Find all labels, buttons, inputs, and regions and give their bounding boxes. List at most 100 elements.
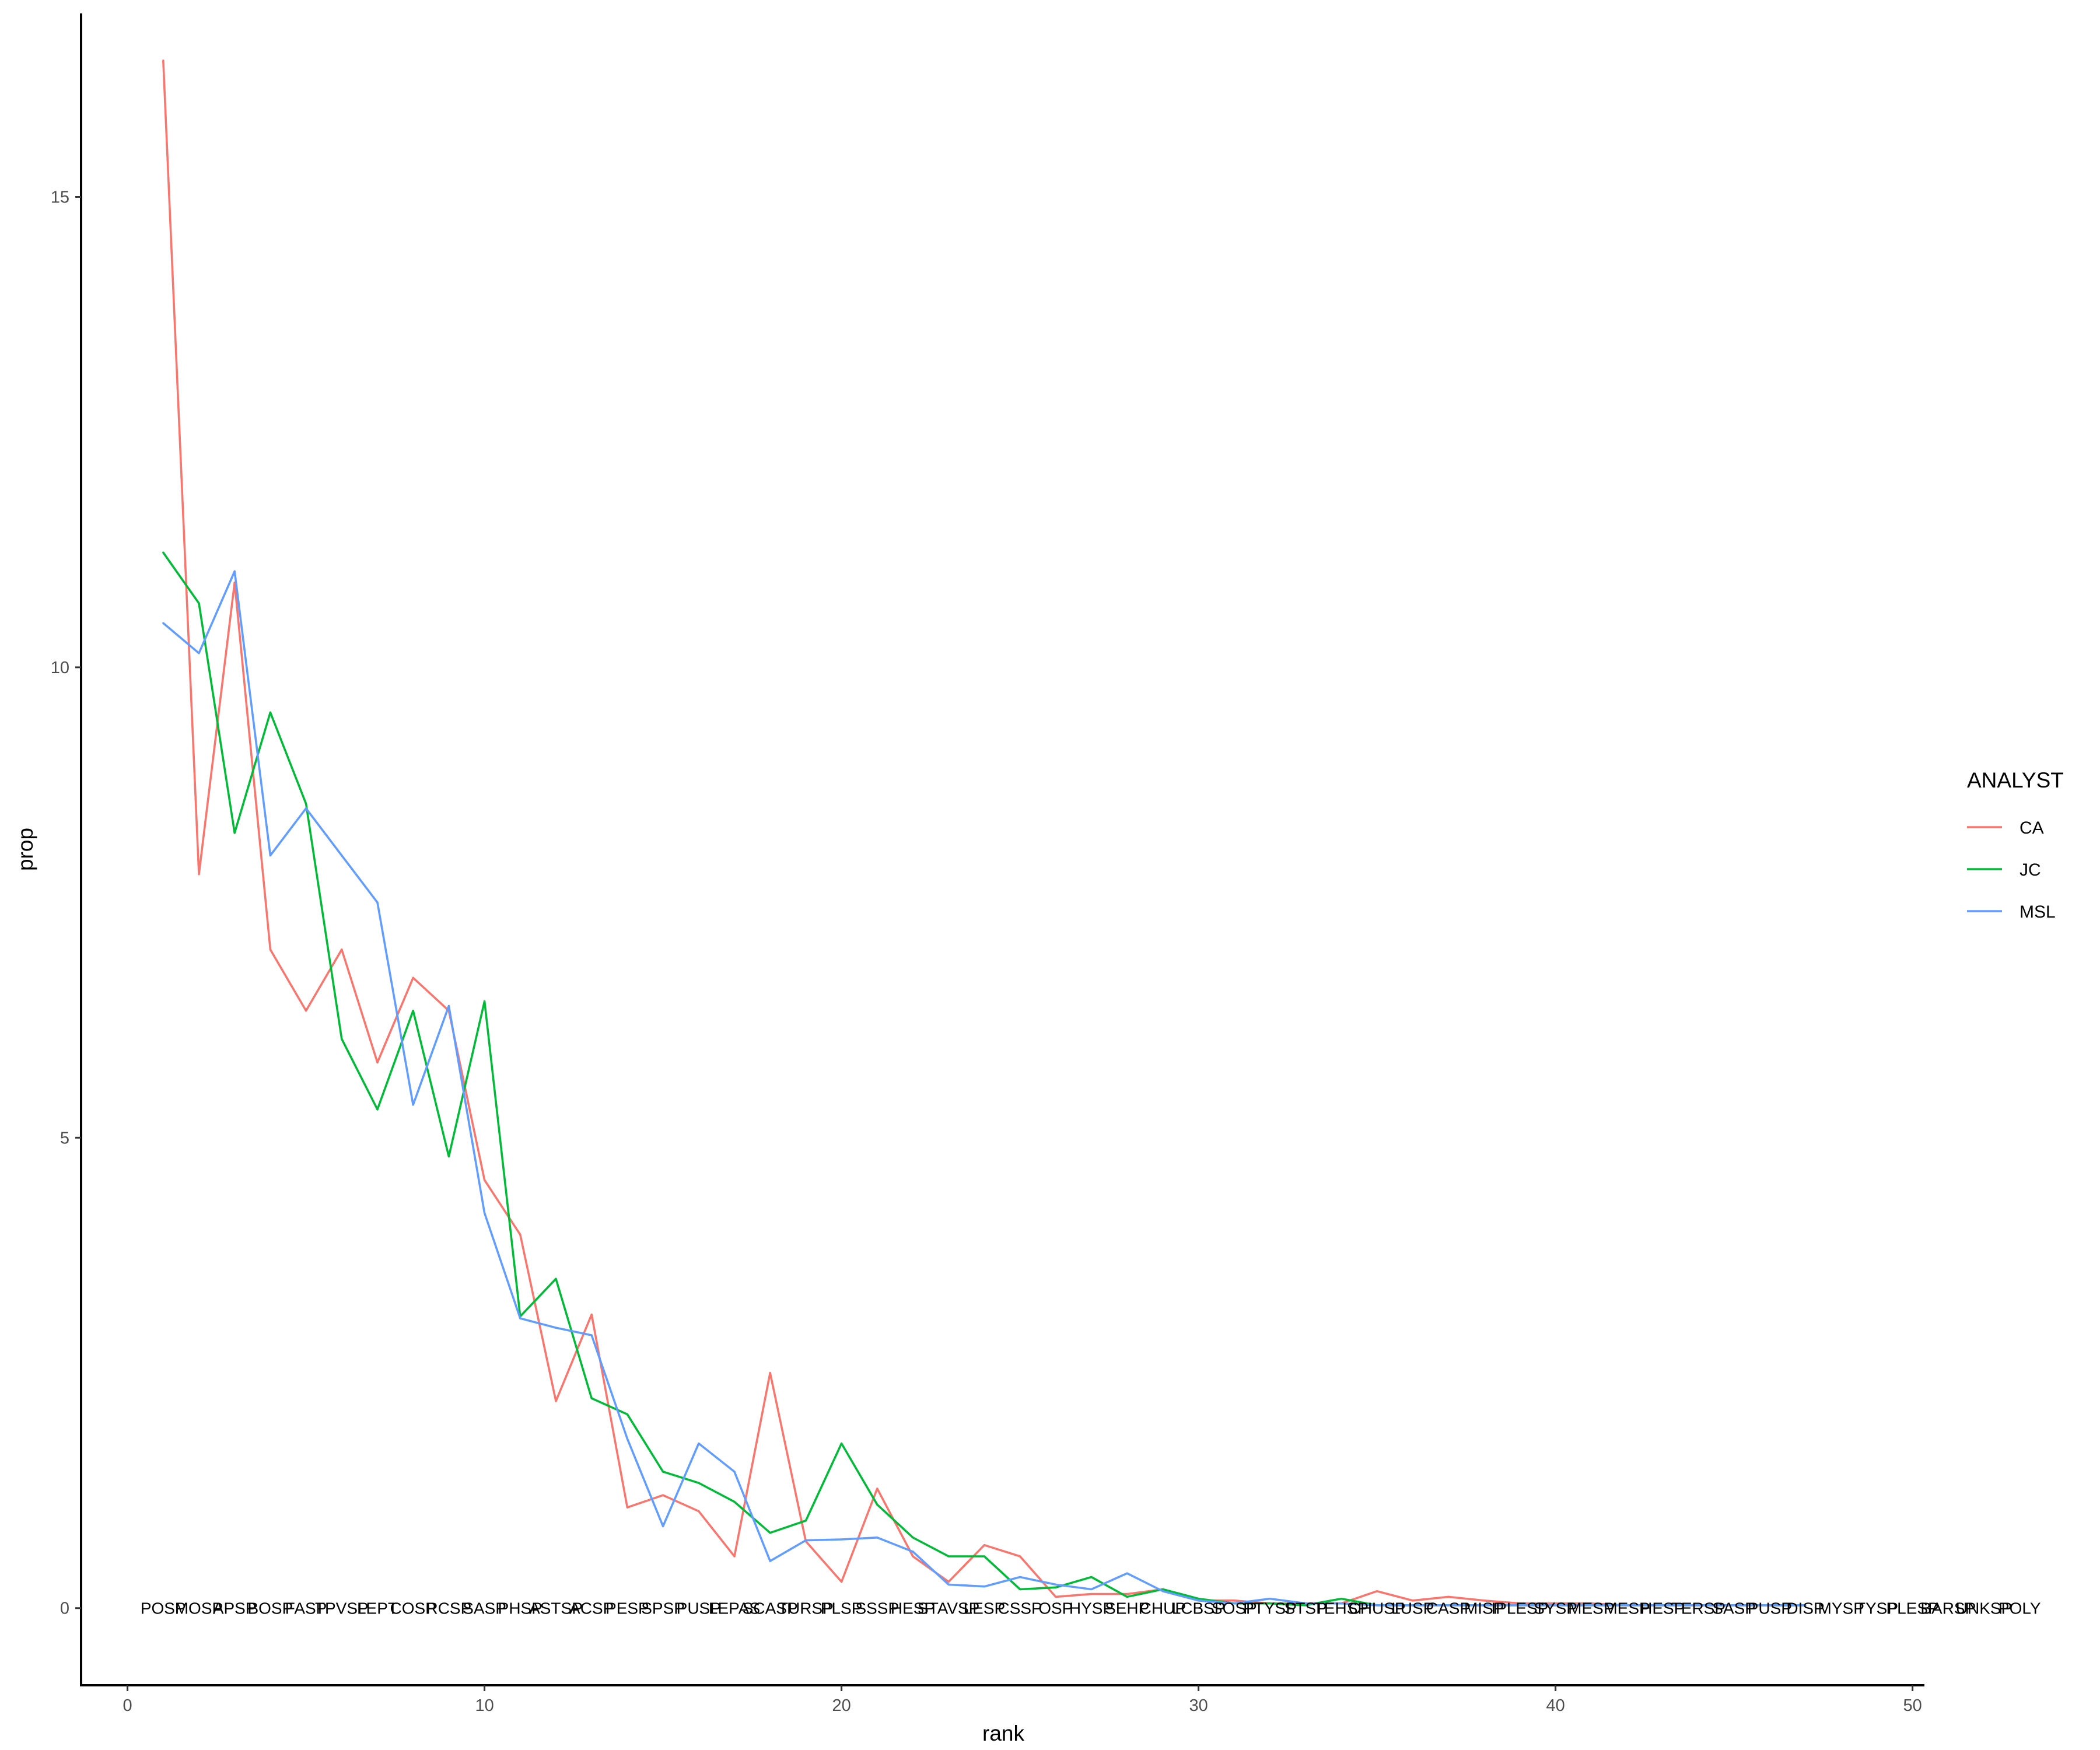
species-label: SPSP — [641, 1600, 685, 1618]
data-point — [304, 807, 307, 810]
data-point — [698, 1482, 700, 1484]
data-point — [698, 1442, 700, 1445]
species-label: MESP — [1568, 1600, 1614, 1618]
data-point — [1376, 1590, 1378, 1592]
data-point — [1769, 1604, 1771, 1606]
data-point — [198, 873, 200, 876]
y-tick-label: 0 — [60, 1600, 69, 1618]
species-label: COSP — [390, 1600, 436, 1618]
species-label: LESP — [964, 1600, 1006, 1618]
data-point — [1055, 1583, 1057, 1586]
data-point — [555, 1400, 557, 1402]
data-point — [341, 854, 343, 857]
x-axis-ticks: 0 10 20 30 40 50 — [123, 1685, 1922, 1715]
data-point — [447, 1005, 450, 1007]
data-point — [626, 1437, 628, 1440]
data-point — [1198, 1600, 1200, 1602]
data-point — [376, 1108, 379, 1111]
legend-label-msl: MSL — [2020, 902, 2056, 922]
data-point — [1126, 1572, 1128, 1574]
data-point — [769, 1532, 771, 1534]
legend-title: ANALYST — [1967, 768, 2064, 792]
x-tick-label: 40 — [1546, 1696, 1564, 1715]
data-point — [733, 1500, 736, 1503]
species-label: ASTSP — [529, 1600, 583, 1618]
data-point — [662, 1471, 664, 1473]
x-tick-label: 30 — [1189, 1696, 1208, 1715]
x-axis-title: rank — [982, 1721, 1024, 1745]
data-point — [1304, 1604, 1307, 1606]
species-label: LEPT — [357, 1600, 398, 1618]
data-point — [1233, 1600, 1236, 1602]
data-point — [733, 1555, 736, 1558]
data-point — [1447, 1604, 1450, 1606]
data-point — [1055, 1595, 1057, 1598]
data-point — [376, 901, 379, 904]
species-label: CHUSP — [1349, 1600, 1406, 1618]
data-point — [840, 1442, 843, 1445]
species-label: HESP — [891, 1600, 935, 1618]
data-point — [1590, 1602, 1592, 1605]
x-tick-label: 10 — [475, 1696, 494, 1715]
data-point — [1019, 1588, 1021, 1591]
species-label: MOSP — [175, 1600, 223, 1618]
data-point — [1340, 1598, 1343, 1600]
data-point — [1340, 1602, 1343, 1605]
species-label: PTYSP — [1243, 1600, 1297, 1618]
species-label: MISP — [1464, 1600, 1504, 1618]
species-label: CSSP — [998, 1600, 1042, 1618]
data-point — [840, 1580, 843, 1583]
species-label: LEPAS — [709, 1600, 760, 1618]
species-label: CASP — [1426, 1600, 1471, 1618]
y-tick-label: 10 — [51, 659, 69, 677]
data-point — [1483, 1604, 1485, 1606]
series-layer — [162, 60, 1807, 1606]
data-point — [1697, 1604, 1700, 1606]
data-point — [1804, 1604, 1807, 1606]
data-point — [1412, 1600, 1414, 1602]
data-point — [983, 1544, 985, 1546]
species-label: POLY — [1999, 1600, 2041, 1618]
species-label: PESP — [606, 1600, 649, 1618]
data-point — [1626, 1604, 1628, 1606]
data-point — [162, 622, 164, 624]
data-point — [840, 1538, 843, 1541]
data-point — [447, 1155, 450, 1158]
data-point — [519, 1317, 522, 1320]
data-point — [1090, 1576, 1093, 1578]
species-label: DISP — [1786, 1600, 1824, 1618]
species-label: SOSP — [1212, 1600, 1257, 1618]
x-tick-label: 50 — [1903, 1696, 1922, 1715]
species-label: SASP — [463, 1600, 506, 1618]
data-point — [912, 1555, 914, 1558]
series-msl — [162, 570, 1807, 1606]
data-point — [1126, 1595, 1128, 1598]
species-label: POSP — [141, 1600, 186, 1618]
x-tick-label: 0 — [123, 1696, 132, 1715]
data-point — [1019, 1555, 1021, 1558]
data-point — [1269, 1598, 1271, 1600]
legend: ANALYST CA JC MSL — [1967, 768, 2064, 922]
x-tick-label: 20 — [832, 1696, 850, 1715]
data-point — [626, 1413, 628, 1416]
species-label: BOSP — [247, 1600, 293, 1618]
data-point — [590, 1313, 593, 1316]
data-point — [804, 1520, 807, 1522]
species-label: PHSP — [498, 1600, 542, 1618]
species-label: STAVSP — [918, 1600, 979, 1618]
species-label: STSP — [1284, 1600, 1327, 1618]
data-point — [483, 1000, 486, 1003]
species-label: HYSP — [1069, 1600, 1114, 1618]
data-point — [1555, 1602, 1557, 1605]
data-point — [769, 1560, 771, 1562]
species-label: SCASP — [743, 1600, 798, 1618]
data-point — [1555, 1604, 1557, 1606]
data-point — [304, 803, 307, 805]
species-label: PLSP — [821, 1600, 863, 1618]
data-point — [162, 551, 164, 554]
data-point — [947, 1555, 950, 1558]
legend-label-jc: JC — [2020, 860, 2041, 880]
data-point — [412, 977, 414, 979]
data-point — [1090, 1592, 1093, 1595]
data-point — [804, 1539, 807, 1542]
